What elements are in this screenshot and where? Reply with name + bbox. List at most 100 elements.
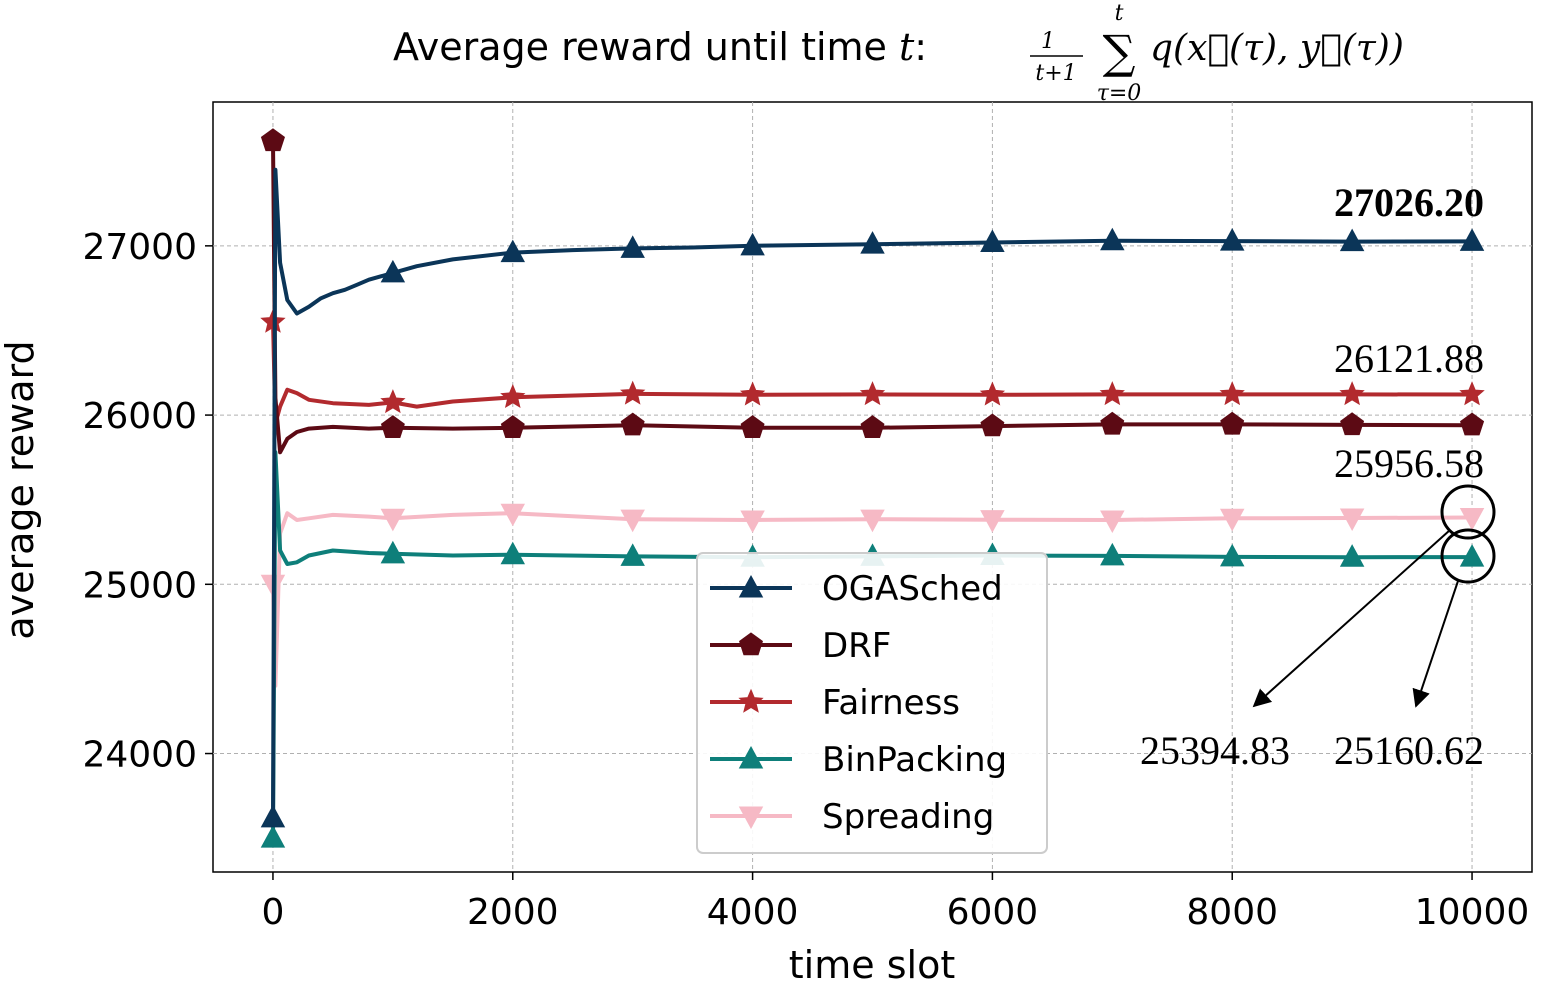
data-point-drf xyxy=(1460,412,1485,436)
data-point-binpacking xyxy=(620,543,645,566)
x-axis-ticks: 0 2000 4000 6000 8000 10000 xyxy=(262,872,1530,933)
data-point-drf xyxy=(1220,411,1245,435)
title-t-variable: t xyxy=(899,25,915,69)
data-point-binpacking xyxy=(1459,544,1485,567)
data-point-fairness xyxy=(739,381,766,406)
svg-text:Average reward until time t:: Average reward until time t: xyxy=(393,25,927,69)
x-tick-label: 0 xyxy=(262,892,285,933)
legend-entry-spreading: Spreading xyxy=(710,797,994,837)
series-drf xyxy=(260,128,1485,455)
x-tick-label: 2000 xyxy=(467,892,559,933)
data-point-fairness xyxy=(979,381,1006,406)
legend-entry-binpacking: BinPacking xyxy=(710,740,1007,780)
annotation-drf-final: 25956.58 xyxy=(1334,441,1484,486)
data-point-spreading xyxy=(1459,507,1485,531)
data-point-ogasched xyxy=(1219,228,1245,251)
data-point-fairness xyxy=(500,383,526,409)
x-tick-label: 8000 xyxy=(1186,892,1278,933)
title-sum-symbol: ∑ xyxy=(1103,25,1136,79)
x-tick-label: 6000 xyxy=(947,892,1039,933)
legend-label-binpacking: BinPacking xyxy=(822,740,1007,780)
data-point-ogasched xyxy=(1339,228,1365,252)
y-tick-label: 27000 xyxy=(82,227,197,268)
data-point-fairness xyxy=(620,380,646,405)
data-point-binpacking xyxy=(1219,543,1245,567)
y-tick-label: 26000 xyxy=(82,396,197,437)
series-fairness xyxy=(260,308,1485,426)
data-point-spreading xyxy=(1339,508,1365,532)
series-line-drf xyxy=(271,140,1473,455)
highlight-circle-binpacking xyxy=(1440,528,1496,584)
legend-marker-spreading xyxy=(738,806,764,830)
data-point-spreading xyxy=(1100,510,1125,534)
data-point-drf xyxy=(1100,411,1125,435)
legend-label-drf: DRF xyxy=(822,626,891,666)
legend-marker-fairness xyxy=(738,688,764,713)
title-fraction-numerator: 1 xyxy=(1041,29,1055,54)
annotation-spreading-final: 25394.83 xyxy=(1140,728,1290,773)
data-point-binpacking xyxy=(1339,544,1365,567)
data-point-fairness xyxy=(380,389,406,414)
y-axis-label: average reward xyxy=(0,340,42,639)
data-point-drf xyxy=(1340,412,1365,436)
data-point-ogasched xyxy=(500,239,526,263)
data-point-drf xyxy=(500,415,525,438)
y-tick-label: 25000 xyxy=(82,565,197,606)
data-point-spreading xyxy=(1219,508,1245,532)
arrow-to-binpacking-label xyxy=(1412,580,1459,708)
data-point-spreading xyxy=(500,503,526,527)
legend-label-ogasched: OGASched xyxy=(822,569,1003,609)
annotation-fairness-final: 26121.88 xyxy=(1334,336,1484,381)
legend-marker-ogasched xyxy=(738,574,764,598)
data-point-fairness xyxy=(1099,381,1125,406)
data-point-drf xyxy=(740,415,765,438)
legend: OGASched DRF Fairness BinPacking Spreading xyxy=(696,552,1048,854)
series-line-fairness xyxy=(271,321,1473,426)
series-ogasched xyxy=(260,167,1485,828)
title-expression: q(x⃗(τ), y⃗(τ)) xyxy=(1150,28,1404,69)
legend-entry-fairness: Fairness xyxy=(710,683,960,723)
data-point-ogasched xyxy=(740,232,765,256)
legend-box xyxy=(696,552,1048,854)
data-point-spreading xyxy=(620,509,645,533)
highlight-circle-spreading xyxy=(1440,484,1496,540)
data-point-binpacking xyxy=(500,541,526,565)
data-point-drf xyxy=(620,412,645,436)
annotation-binpacking-final: 25160.62 xyxy=(1334,728,1484,773)
data-point-spreading xyxy=(740,510,765,534)
title-colon: : xyxy=(914,25,927,69)
data-point-binpacking xyxy=(380,540,406,564)
data-point-fairness xyxy=(1339,381,1365,406)
title-fraction-denominator: t+1 xyxy=(1035,61,1076,86)
legend-entry-ogasched: OGASched xyxy=(710,569,1003,609)
x-tick-label: 10000 xyxy=(1415,892,1530,933)
data-point-fairness xyxy=(859,381,886,406)
arrow-to-spreading-label xyxy=(1252,529,1451,708)
data-point-ogasched xyxy=(860,231,885,254)
plot-frame xyxy=(212,101,1533,873)
y-axis-ticks: 24000 25000 26000 27000 xyxy=(82,227,213,776)
data-point-spreading xyxy=(380,508,406,532)
legend-entry-drf: DRF xyxy=(710,626,891,666)
legend-label-spreading: Spreading xyxy=(822,797,994,837)
data-point-drf xyxy=(380,415,405,438)
chart-title: Average reward until time t: 1 t+1 t ∑ τ… xyxy=(393,1,1404,106)
data-point-ogasched xyxy=(1459,228,1485,251)
data-point-fairness xyxy=(1459,381,1485,406)
data-point-fairness xyxy=(1219,381,1245,406)
data-point-ogasched xyxy=(620,235,645,258)
data-point-ogasched xyxy=(260,804,286,828)
series-line-ogasched xyxy=(271,167,1473,818)
title-sum-upper: t xyxy=(1115,1,1124,26)
y-tick-label: 24000 xyxy=(82,735,197,776)
annotation-ogasched-final: 27026.20 xyxy=(1334,180,1484,225)
data-point-spreading xyxy=(980,510,1005,533)
x-tick-label: 4000 xyxy=(707,892,799,933)
data-point-ogasched xyxy=(980,229,1005,252)
data-point-binpacking xyxy=(1100,542,1125,566)
legend-marker-binpacking xyxy=(738,745,764,769)
data-point-drf xyxy=(260,128,285,152)
data-point-drf xyxy=(860,415,885,438)
data-point-ogasched xyxy=(380,259,406,283)
